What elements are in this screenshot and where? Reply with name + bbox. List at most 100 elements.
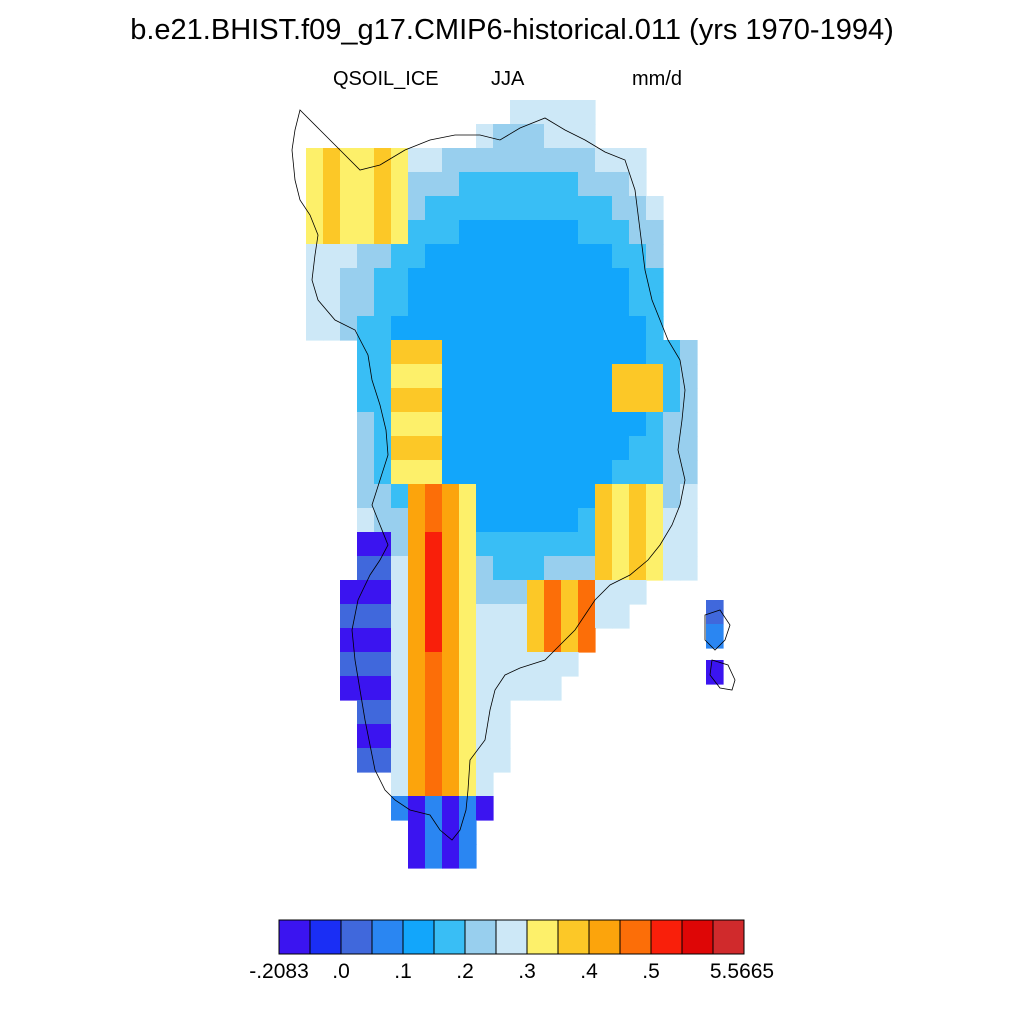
map-grid-cell: [561, 628, 579, 653]
map-grid-cell: [391, 484, 409, 509]
map-grid-cell: [510, 100, 528, 125]
map-grid-cell: [595, 172, 613, 197]
map-grid-cell: [629, 412, 647, 437]
map-grid-cell: [493, 484, 511, 509]
map-grid-cell: [459, 508, 477, 533]
map-grid-cell: [493, 508, 511, 533]
map-grid-cell: [527, 292, 545, 317]
map-grid-cell: [629, 532, 647, 557]
map-grid-cell: [357, 652, 375, 677]
map-grid-cell: [510, 676, 528, 701]
map-grid-cell: [646, 436, 664, 461]
map-grid-cell: [578, 340, 596, 365]
map-grid-cell: [527, 628, 545, 653]
map-grid-cell: [425, 844, 443, 869]
map-grid-cell: [374, 676, 392, 701]
map-grid-cell: [357, 724, 375, 749]
map-grid-cell: [578, 388, 596, 413]
map-grid-cell: [374, 508, 392, 533]
map-grid-cell: [493, 340, 511, 365]
map-grid-cell: [408, 580, 426, 605]
season-label: JJA: [491, 68, 525, 90]
map-grid-cell: [476, 436, 494, 461]
map-grid-cell: [510, 124, 528, 149]
map-grid-cell: [629, 364, 647, 389]
map-grid-cell: [561, 532, 579, 557]
map-grid-cell: [629, 292, 647, 317]
map-grid-cell: [544, 268, 562, 293]
map-grid-cell: [408, 604, 426, 629]
map-grid-cell: [510, 628, 528, 653]
map-grid-cell: [391, 724, 409, 749]
map-grid-cell: [544, 412, 562, 437]
map-grid-cell: [510, 508, 528, 533]
map-grid-cell: [476, 772, 494, 797]
map-grid-cell: [544, 676, 562, 701]
map-grid-cell: [459, 676, 477, 701]
map-grid-cell: [442, 604, 460, 629]
map-grid-cell: [391, 268, 409, 293]
colorbar-swatch: [650, 919, 683, 955]
map-grid-cell: [476, 508, 494, 533]
map-grid-cell: [391, 220, 409, 245]
map-grid-cell: [578, 196, 596, 221]
colorbar-label: .0: [332, 960, 350, 983]
map-grid-cell: [663, 436, 681, 461]
map-grid-cell: [493, 148, 511, 173]
map-grid-cell: [527, 124, 545, 149]
map-grid-cell: [612, 316, 630, 341]
map-grid-cell: [306, 148, 324, 173]
map-grid-cell: [357, 148, 375, 173]
map-grid-cell: [493, 364, 511, 389]
map-grid-cell: [612, 388, 630, 413]
map-grid-cell: [476, 316, 494, 341]
map-grid-cell: [425, 820, 443, 845]
map-grid-cell: [510, 196, 528, 221]
map-grid-cell: [561, 100, 579, 125]
map-grid-cell: [510, 652, 528, 677]
map-grid-cell: [357, 244, 375, 269]
map-grid-cell: [374, 388, 392, 413]
map-grid-cell: [425, 724, 443, 749]
map-grid-cell: [561, 460, 579, 485]
map-grid-cell: [323, 316, 341, 341]
map-grid-cell: [629, 220, 647, 245]
map-grid-cell: [357, 580, 375, 605]
map-grid-cell: [391, 412, 409, 437]
map-grid-cell: [578, 580, 596, 605]
map-grid-cell: [612, 436, 630, 461]
map-grid-cell: [374, 244, 392, 269]
map-grid-cell: [425, 772, 443, 797]
map-grid-cell: [425, 796, 443, 821]
map-grid-cell: [459, 628, 477, 653]
map-grid-cell: [510, 364, 528, 389]
map-grid-cell: [527, 604, 545, 629]
map-grid-cell: [544, 292, 562, 317]
map-grid-cell: [459, 196, 477, 221]
map-grid-cell: [646, 412, 664, 437]
map-grid-cell: [408, 316, 426, 341]
map-grid-cell: [493, 460, 511, 485]
map-grid-cell: [680, 412, 698, 437]
map-grid-cell: [442, 820, 460, 845]
map-grid-cell: [408, 700, 426, 725]
map-grid-cell: [493, 268, 511, 293]
map-grid-cell: [357, 484, 375, 509]
map-grid-cell: [323, 268, 341, 293]
map-grid-cell: [357, 268, 375, 293]
coastline-island-2: [709, 659, 736, 691]
map-grid-cell: [527, 364, 545, 389]
map-grid-cell: [527, 100, 545, 125]
map-grid-cell: [442, 364, 460, 389]
map-grid-cell: [340, 220, 358, 245]
map-grid-cell: [340, 196, 358, 221]
map-grid-cell: [629, 340, 647, 365]
map-grid-cell: [408, 820, 426, 845]
map-grid-cell: [612, 532, 630, 557]
map-grid-cell: [442, 532, 460, 557]
map-grid-cell: [459, 268, 477, 293]
map-grid-cell: [510, 172, 528, 197]
colorbar-label: -.2083: [249, 960, 309, 983]
map-grid-cell: [425, 244, 443, 269]
map-grid-cell: [391, 652, 409, 677]
